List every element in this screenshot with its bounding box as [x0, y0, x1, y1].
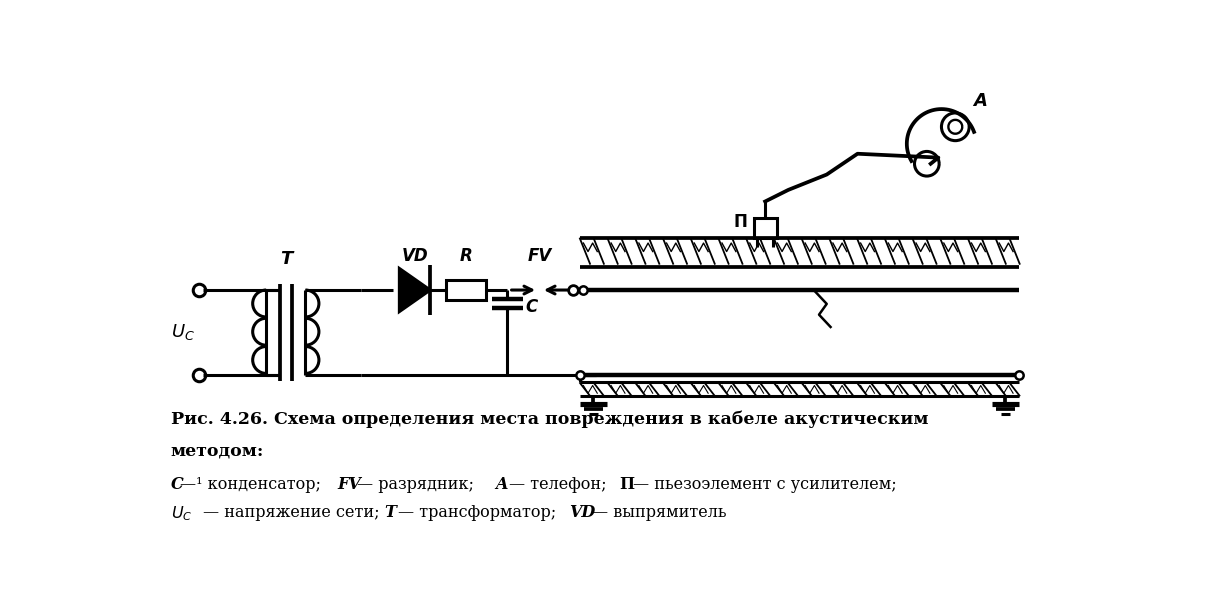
Text: — разрядник;: — разрядник; — [357, 475, 474, 493]
Text: T: T — [384, 504, 396, 521]
Text: T: T — [279, 251, 292, 269]
Text: П: П — [733, 213, 748, 231]
Text: VD: VD — [401, 246, 428, 264]
Text: — трансформатор;: — трансформатор; — [397, 504, 556, 521]
Text: R: R — [459, 246, 472, 264]
Text: — выпрямитель: — выпрямитель — [592, 504, 727, 521]
Text: —¹ конденсатор;: —¹ конденсатор; — [180, 475, 321, 493]
Text: Рис. 4.26. Схема определения места повреждения в кабеле акустическим: Рис. 4.26. Схема определения места повре… — [171, 410, 929, 428]
Text: — телефон;: — телефон; — [509, 475, 608, 493]
Text: — напряжение сети;: — напряжение сети; — [203, 504, 380, 521]
Text: A: A — [496, 475, 508, 493]
Text: методом:: методом: — [171, 442, 264, 460]
Text: C: C — [525, 298, 538, 316]
Text: $U_C$: $U_C$ — [171, 322, 194, 343]
Text: VD: VD — [568, 504, 595, 521]
Text: FV: FV — [528, 246, 551, 264]
Text: $U_C$: $U_C$ — [171, 504, 192, 523]
Text: П: П — [619, 475, 633, 493]
Text: FV: FV — [338, 475, 362, 493]
Text: C: C — [171, 475, 183, 493]
Text: — пьезоэлемент с усилителем;: — пьезоэлемент с усилителем; — [632, 475, 897, 493]
Text: A: A — [973, 92, 986, 110]
Bar — [445, 279, 486, 300]
Bar — [754, 218, 776, 237]
Polygon shape — [400, 269, 430, 311]
